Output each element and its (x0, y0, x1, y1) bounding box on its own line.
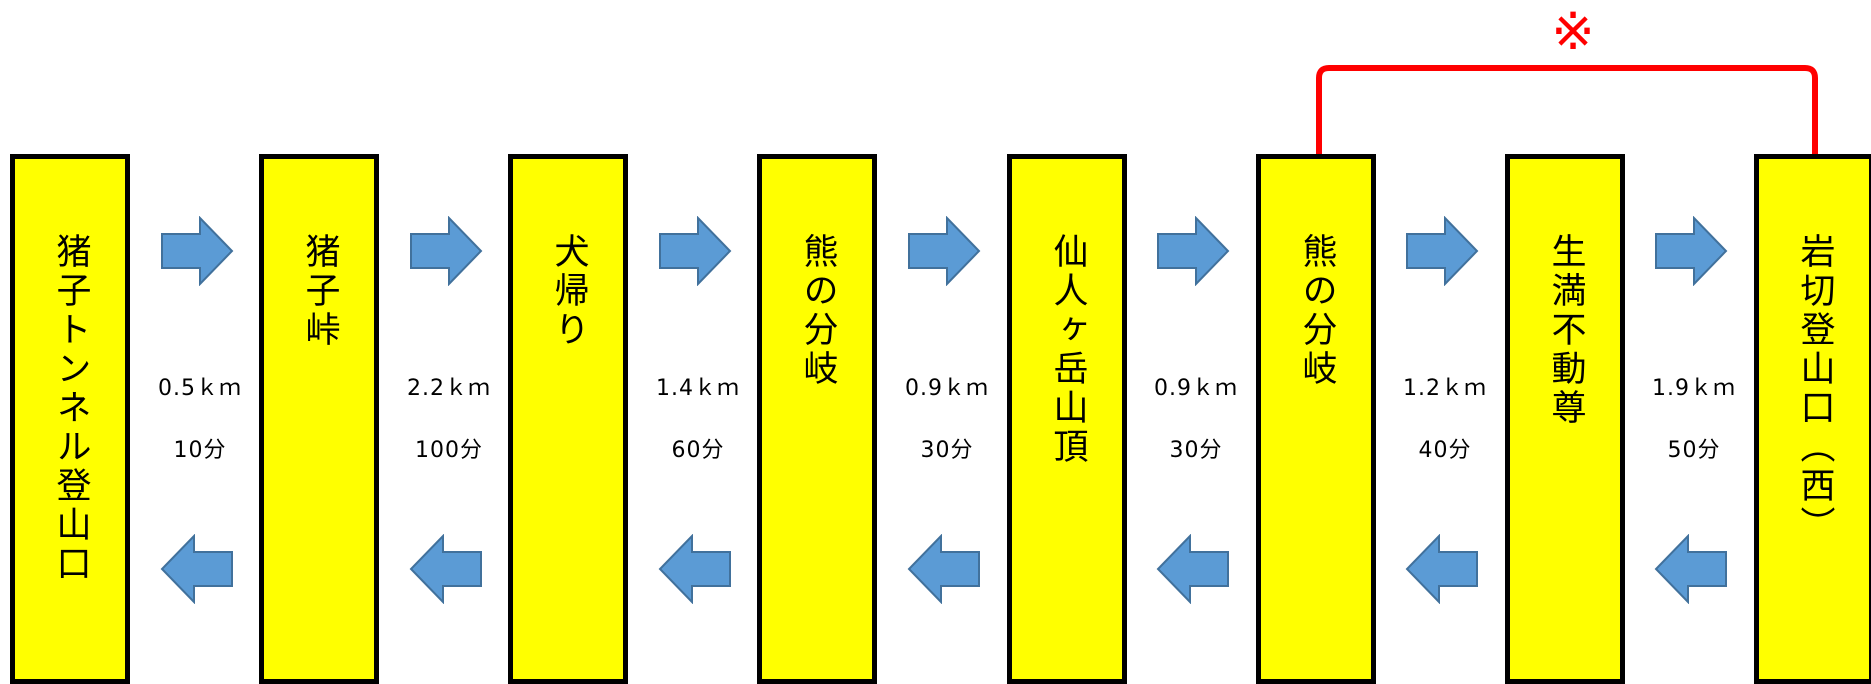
arrow-right-icon (1655, 216, 1728, 286)
note-mark: ※ (1551, 2, 1595, 62)
stop-label: 猪子峠 (299, 233, 340, 350)
arrow-right-icon (410, 216, 483, 286)
segment-time: 30分 (920, 438, 974, 463)
stop-4: 熊の分岐 (757, 154, 877, 684)
segment-distance: 1.4ｋｍ (656, 376, 740, 401)
stop-label: 犬帰り (548, 233, 589, 350)
stop-2: 猪子峠 (259, 154, 379, 684)
arrow-left-icon (409, 534, 482, 604)
segment-time: 40分 (1418, 438, 1472, 463)
segment-distance: 0.9ｋｍ (905, 376, 989, 401)
arrow-right-icon (1157, 216, 1230, 286)
segment-distance: 0.5ｋｍ (158, 376, 242, 401)
segment-distance: 2.2ｋｍ (407, 376, 491, 401)
arrow-left-icon (907, 534, 980, 604)
segment-distance: 1.2ｋｍ (1403, 376, 1487, 401)
segment-time: 60分 (671, 438, 725, 463)
arrow-right-icon (161, 216, 234, 286)
segment-time: 100分 (415, 438, 483, 463)
arrow-left-icon (1156, 534, 1229, 604)
segment-time: 10分 (173, 438, 227, 463)
stop-label: 生満不動尊 (1545, 233, 1586, 428)
arrow-left-icon (160, 534, 233, 604)
stop-5: 仙人ヶ岳山頂 (1007, 154, 1127, 684)
stop-1: 猪子トンネル登山口 (10, 154, 130, 684)
stop-3: 犬帰り (508, 154, 628, 684)
segment-distance: 1.9ｋｍ (1652, 376, 1736, 401)
stop-label: 熊の分岐 (797, 233, 838, 389)
arrow-right-icon (1406, 216, 1479, 286)
stop-label: 猪子トンネル登山口 (50, 233, 91, 584)
arrow-right-icon (659, 216, 732, 286)
stop-8: 岩切登山口（西） (1754, 154, 1871, 684)
segment-time: 50分 (1667, 438, 1721, 463)
arrow-right-icon (908, 216, 981, 286)
stop-label: 岩切登山口（西） (1794, 233, 1835, 545)
arrow-left-icon (1654, 534, 1727, 604)
stop-label: 仙人ヶ岳山頂 (1047, 233, 1088, 467)
segment-time: 30分 (1169, 438, 1223, 463)
stop-7: 生満不動尊 (1505, 154, 1625, 684)
segment-distance: 0.9ｋｍ (1154, 376, 1238, 401)
stop-6: 熊の分岐 (1256, 154, 1376, 684)
arrow-left-icon (1405, 534, 1478, 604)
arrow-left-icon (658, 534, 731, 604)
stop-label: 熊の分岐 (1296, 233, 1337, 389)
note-bracket (1316, 65, 1818, 154)
